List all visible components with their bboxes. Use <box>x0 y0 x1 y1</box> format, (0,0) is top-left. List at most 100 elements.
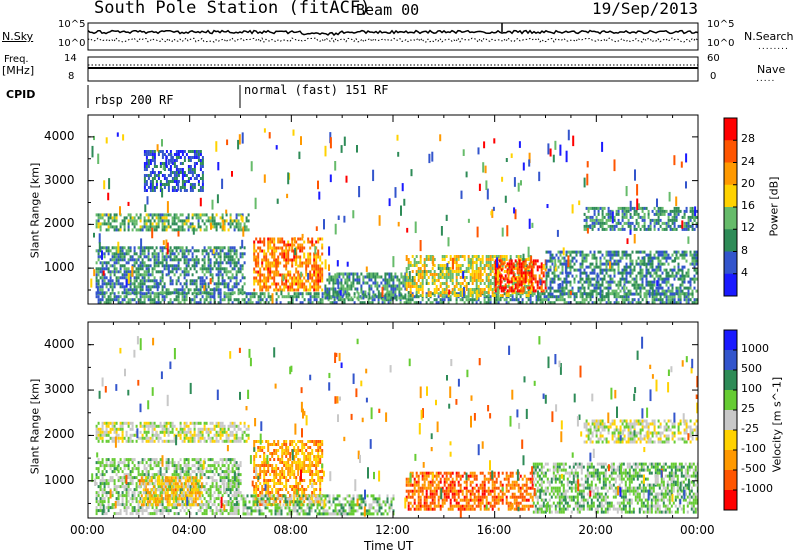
power-cell <box>217 252 220 256</box>
power-cell <box>187 213 190 217</box>
power-cell <box>319 276 322 280</box>
power-cell <box>101 270 104 274</box>
power-cell <box>497 269 499 281</box>
power-cell <box>169 174 172 177</box>
power-cell <box>653 271 656 275</box>
power-cell <box>593 301 596 304</box>
power-cell <box>90 278 93 288</box>
power-cell <box>95 282 98 286</box>
power-cell <box>609 268 612 272</box>
power-cell <box>609 292 612 296</box>
power-cell <box>579 280 582 284</box>
power-cell <box>544 268 547 272</box>
power-cell <box>155 216 158 220</box>
power-cell <box>504 274 507 278</box>
power-cell <box>225 267 228 271</box>
power-cell <box>187 288 190 292</box>
power-cell <box>485 291 488 294</box>
power-cell <box>485 301 488 304</box>
power-cell <box>295 276 298 280</box>
velocity-cell <box>109 436 112 440</box>
power-cell <box>613 274 616 278</box>
velocity-cell <box>107 421 110 425</box>
power-cell <box>357 295 360 299</box>
power-cell <box>629 200 632 212</box>
power-cell <box>183 180 186 183</box>
power-cell <box>579 262 582 266</box>
power-cell <box>299 243 302 247</box>
power-cell <box>370 272 373 276</box>
power-cell <box>419 285 422 288</box>
power-cell <box>211 288 214 292</box>
power-cell <box>503 292 506 296</box>
power-cell <box>368 278 371 282</box>
power-cell <box>629 259 632 263</box>
power-cell <box>167 168 170 171</box>
power-cell <box>233 261 236 265</box>
power-cell <box>435 285 438 288</box>
power-cell <box>328 246 331 256</box>
power-cell <box>360 272 363 276</box>
power-cell <box>407 276 410 279</box>
power-cell <box>519 291 522 294</box>
power-cell <box>115 225 118 229</box>
power-cell <box>326 293 329 297</box>
power-cell <box>203 249 206 253</box>
velocity-cell <box>171 424 174 428</box>
power-cell <box>487 301 490 304</box>
power-cell <box>141 225 144 229</box>
power-cell <box>181 162 184 165</box>
power-cell <box>639 259 642 263</box>
power-cell <box>183 261 186 265</box>
power-cell <box>343 292 346 296</box>
power-cell <box>177 264 180 268</box>
power-cell <box>591 206 594 210</box>
power-cell <box>227 288 230 292</box>
power-cell <box>673 209 676 213</box>
power-cell <box>109 270 112 274</box>
power-cell <box>313 264 316 268</box>
power-cell <box>243 225 246 229</box>
power-cell <box>219 216 222 220</box>
power-cell <box>441 301 444 304</box>
power-cell <box>396 287 399 291</box>
velocity-cell <box>171 439 174 443</box>
power-cell <box>386 281 389 285</box>
power-cell <box>263 295 266 299</box>
power-cell <box>585 218 588 222</box>
power-cell <box>293 258 296 262</box>
power-cell <box>183 276 186 280</box>
power-cell <box>687 292 690 296</box>
power-cell <box>485 180 488 190</box>
power-cell <box>605 280 608 284</box>
power-cell <box>693 277 696 281</box>
power-cell <box>547 274 550 278</box>
power-cell <box>348 287 351 291</box>
power-cell <box>201 177 204 180</box>
power-cell <box>239 270 242 274</box>
power-cell <box>213 264 216 268</box>
power-cell <box>455 273 458 276</box>
power-cell <box>673 301 676 304</box>
power-cell <box>681 227 684 231</box>
power-cell <box>622 285 625 292</box>
power-cell <box>653 292 656 296</box>
power-cell <box>607 259 610 263</box>
power-cell <box>127 282 130 286</box>
power-cell <box>332 287 335 291</box>
power-cell <box>156 281 159 292</box>
power-cell <box>141 249 144 253</box>
power-cell <box>147 252 150 256</box>
power-cell <box>549 283 552 287</box>
power-cell <box>281 252 284 256</box>
power-cell <box>291 261 294 265</box>
power-cell <box>655 274 658 278</box>
power-cell <box>253 243 256 247</box>
power-cell <box>111 255 114 259</box>
power-cell <box>193 258 196 262</box>
power-cell <box>631 268 634 272</box>
power-cell <box>219 252 222 256</box>
velocity-cell <box>149 439 152 443</box>
power-cell <box>419 258 422 261</box>
power-cell <box>305 258 308 262</box>
